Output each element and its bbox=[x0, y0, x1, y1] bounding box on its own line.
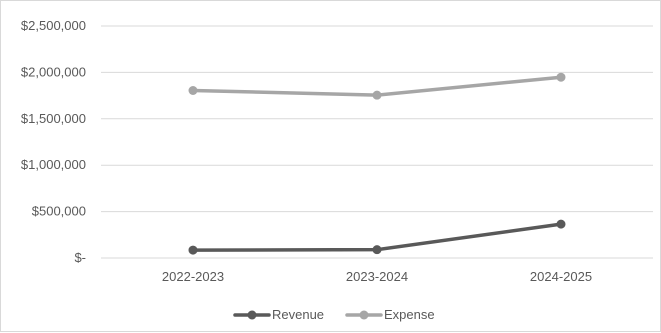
expense-point bbox=[556, 72, 566, 82]
y-tick-label: $- bbox=[74, 250, 86, 265]
revenue-point bbox=[188, 245, 198, 255]
legend-item-revenue: Revenue bbox=[233, 307, 324, 322]
x-axis-tick-labels: 2022-2023 2023-2024 2024-2025 bbox=[162, 269, 592, 284]
legend-label: Expense bbox=[384, 307, 435, 322]
series-group bbox=[188, 72, 566, 255]
expense-point bbox=[188, 85, 198, 95]
legend-label: Revenue bbox=[272, 307, 324, 322]
x-tick-label: 2022-2023 bbox=[162, 269, 224, 284]
series-revenue bbox=[188, 219, 566, 255]
legend-marker-icon bbox=[359, 310, 369, 320]
gridlines bbox=[101, 25, 653, 259]
y-tick-label: $1,500,000 bbox=[21, 111, 86, 126]
revenue-point bbox=[556, 219, 566, 229]
revenue-point bbox=[372, 245, 382, 255]
legend: Revenue Expense bbox=[233, 307, 435, 322]
y-tick-label: $2,000,000 bbox=[21, 64, 86, 79]
legend-item-expense: Expense bbox=[345, 307, 435, 322]
y-tick-label: $500,000 bbox=[32, 204, 86, 219]
legend-marker-icon bbox=[247, 310, 257, 320]
series-expense bbox=[188, 72, 566, 100]
x-tick-label: 2024-2025 bbox=[530, 269, 592, 284]
y-tick-label: $2,500,000 bbox=[21, 18, 86, 33]
expense-point bbox=[372, 90, 382, 100]
x-tick-label: 2023-2024 bbox=[346, 269, 408, 284]
y-axis-tick-labels: $- $500,000 $1,000,000 $1,500,000 $2,000,000… bbox=[21, 18, 86, 265]
y-tick-label: $1,000,000 bbox=[21, 157, 86, 172]
